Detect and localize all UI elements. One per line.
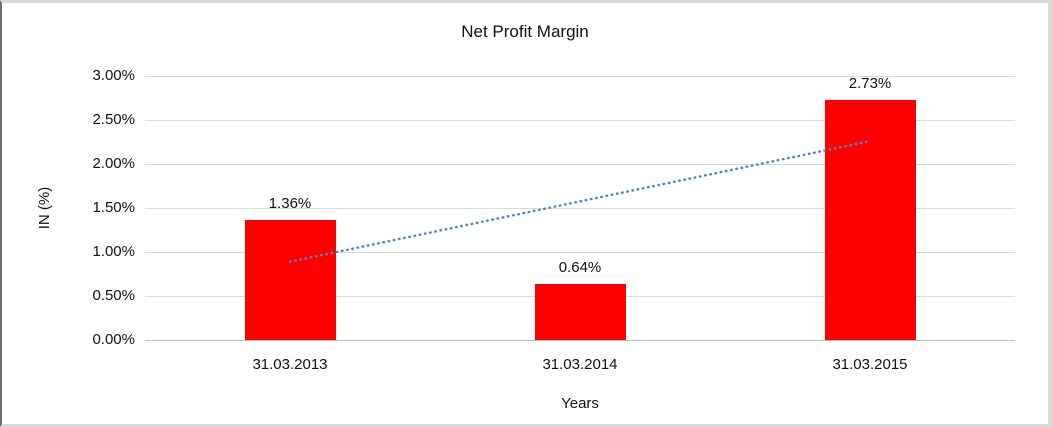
- x-tick-label: 31.03.2013: [252, 356, 328, 373]
- x-tick-label: 31.03.2015: [832, 356, 908, 373]
- bar-31.03.2013: [245, 220, 336, 340]
- data-label: 2.73%: [848, 75, 892, 92]
- gridline: [145, 76, 1015, 77]
- x-axis-title: Years: [561, 395, 599, 412]
- trendline: [288, 139, 872, 263]
- y-tick-label: 2.00%: [92, 155, 135, 172]
- y-tick-label: 0.00%: [92, 331, 135, 348]
- data-label: 0.64%: [558, 259, 602, 276]
- chart-title: Net Profit Margin: [461, 22, 589, 41]
- y-axis-title: IN (%): [36, 186, 53, 230]
- y-tick-label: 2.50%: [92, 111, 135, 128]
- y-tick-label: 0.50%: [92, 287, 135, 304]
- gridline: [145, 120, 1015, 121]
- bar-31.03.2015: [825, 100, 916, 340]
- x-axis-line: [145, 340, 1015, 341]
- y-tick-label: 3.00%: [92, 67, 135, 84]
- y-tick-label: 1.00%: [92, 243, 135, 260]
- data-label: 1.36%: [268, 195, 312, 212]
- x-tick-label: 31.03.2014: [542, 356, 618, 373]
- bar-31.03.2014: [535, 284, 626, 340]
- y-tick-label: 1.50%: [92, 199, 135, 216]
